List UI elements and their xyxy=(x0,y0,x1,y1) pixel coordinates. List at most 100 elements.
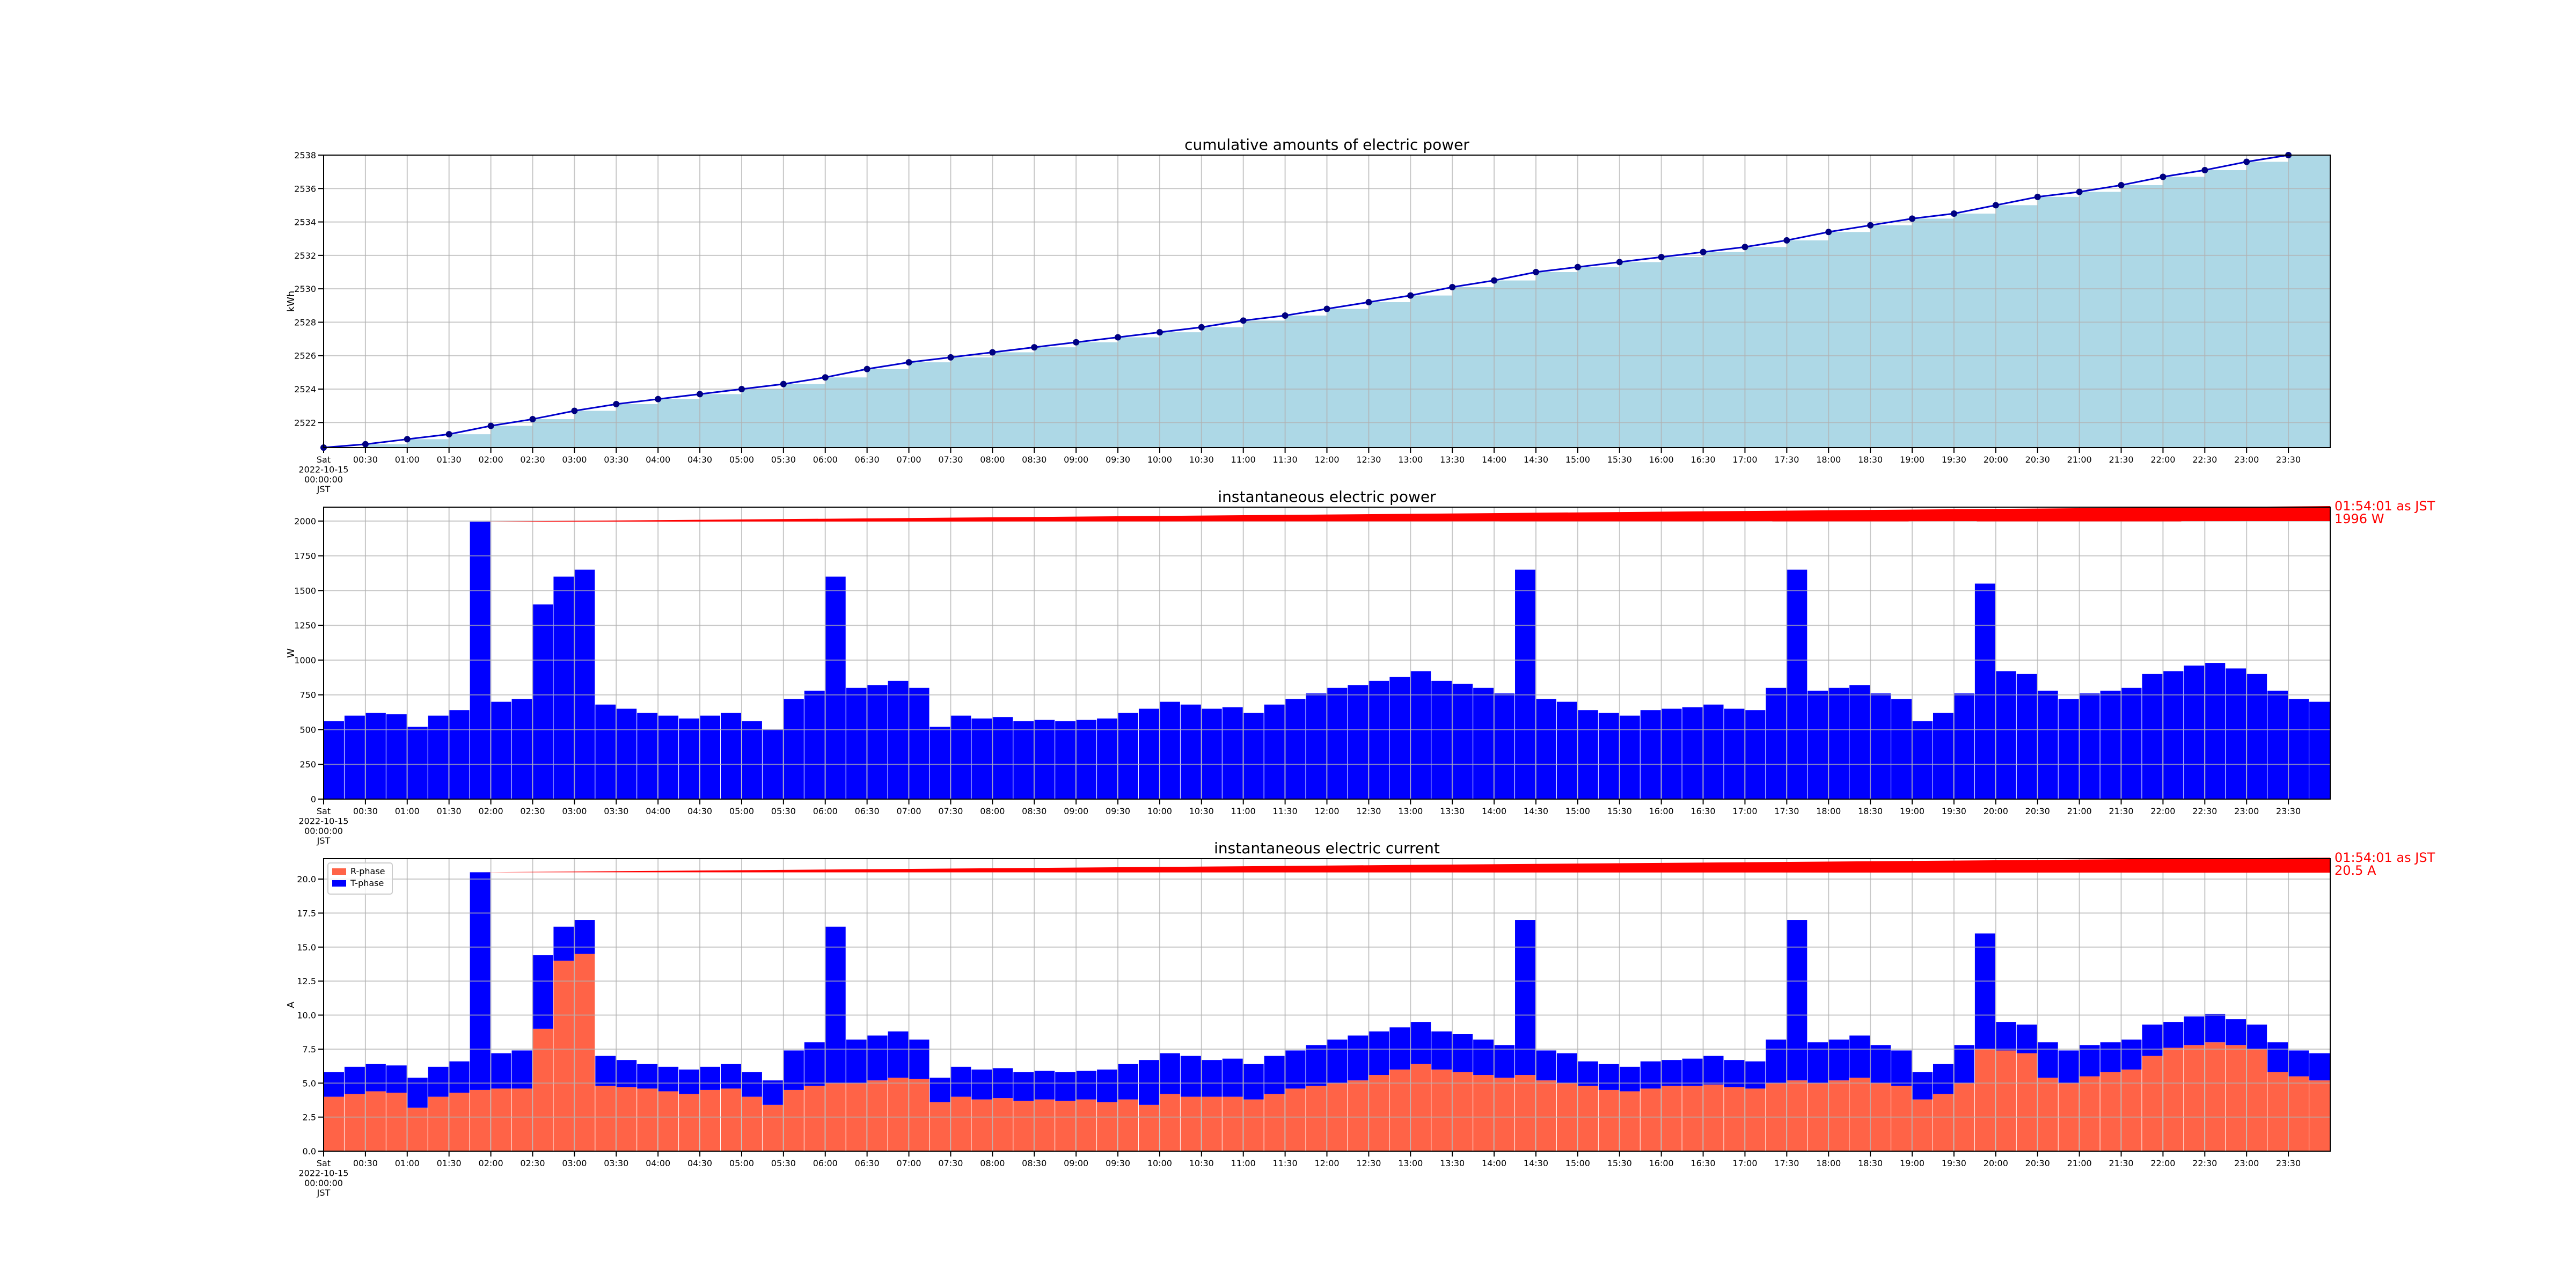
x-tick-label: 06:30 xyxy=(855,455,880,465)
point xyxy=(2201,167,2208,174)
bar-segment xyxy=(1348,1080,1368,1151)
bar-segment xyxy=(511,1088,532,1151)
bar-segment xyxy=(1138,1060,1159,1105)
x-tick-label: 16:00 xyxy=(1649,1158,1674,1168)
y-tick-label: 12.5 xyxy=(297,976,316,986)
point xyxy=(2076,188,2083,195)
x-tick-label: 13:30 xyxy=(1440,1158,1465,1168)
x-tick-label: 17:00 xyxy=(1732,1158,1757,1168)
x-tick-label: 01:30 xyxy=(437,455,462,465)
bar xyxy=(1598,713,1619,799)
bar-segment xyxy=(1974,1049,1995,1151)
x-tick-label: 22:30 xyxy=(2192,455,2217,465)
bar-segment xyxy=(2100,1072,2121,1151)
bar-segment xyxy=(511,1050,532,1089)
bar xyxy=(741,721,762,799)
x-tick-label: 09:00 xyxy=(1064,1158,1088,1168)
bar xyxy=(1828,687,1849,799)
bar-segment xyxy=(1953,1045,1974,1084)
y-tick-label: 7.5 xyxy=(303,1044,316,1055)
bar xyxy=(1870,693,1891,799)
x-tick-label: 14:00 xyxy=(1482,455,1506,465)
y-tick-label: 0.0 xyxy=(303,1146,316,1157)
bar-segment xyxy=(1661,1060,1682,1086)
bar xyxy=(1180,704,1201,799)
point xyxy=(822,374,829,381)
bar xyxy=(428,715,449,799)
bar xyxy=(1912,721,1933,799)
x-tick-label: 15:30 xyxy=(1607,455,1632,465)
bar xyxy=(992,717,1013,799)
x-tick-label: 08:30 xyxy=(1022,806,1046,816)
bar-segment xyxy=(1933,1064,1953,1094)
bar xyxy=(1724,708,1745,799)
point xyxy=(445,431,452,438)
bar xyxy=(344,715,365,799)
bar xyxy=(825,576,846,799)
bar-segment xyxy=(2246,1049,2267,1151)
bar xyxy=(1494,693,1515,799)
x-tick-label: 07:30 xyxy=(938,455,963,465)
x-tick-label: 10:00 xyxy=(1147,455,1172,465)
annotation-text: 01:54:01 as JST xyxy=(2334,850,2435,865)
x-tick-label: 13:00 xyxy=(1398,455,1423,465)
bar-segment xyxy=(2184,1016,2205,1045)
y-tick-label: 1750 xyxy=(294,551,316,561)
bar-segment xyxy=(679,1069,700,1094)
y-tick-label: 10.0 xyxy=(297,1011,316,1021)
x-tick-label: 08:00 xyxy=(980,455,1005,465)
x-tick-label: 13:30 xyxy=(1440,455,1465,465)
bar-segment xyxy=(1661,1086,1682,1151)
bar xyxy=(1745,710,1766,799)
bar-segment xyxy=(407,1107,428,1151)
bar xyxy=(1034,720,1055,799)
bar-segment xyxy=(1118,1099,1138,1151)
bar xyxy=(1159,701,1180,799)
y-tick-label: 1000 xyxy=(294,655,316,665)
x-tick-label: 21:00 xyxy=(2067,1158,2092,1168)
bar-segment xyxy=(1745,1088,1766,1151)
point xyxy=(738,386,745,392)
bar-segment xyxy=(1097,1069,1118,1102)
bar-segment xyxy=(449,1093,470,1151)
bar xyxy=(1891,699,1912,799)
bar-segment xyxy=(1598,1089,1619,1151)
bar-segment xyxy=(1703,1084,1724,1151)
bar-segment xyxy=(950,1096,971,1151)
bar-segment xyxy=(344,1066,365,1094)
x-tick-label: 12:00 xyxy=(1314,455,1339,465)
x-tick-label: 15:00 xyxy=(1565,806,1590,816)
bar xyxy=(1368,680,1389,799)
bar xyxy=(324,721,344,799)
bar xyxy=(1013,721,1034,799)
bar-segment xyxy=(1912,1099,1933,1151)
x-tick-label: 04:00 xyxy=(646,1158,670,1168)
legend-swatch xyxy=(332,880,346,887)
chart-title: instantaneous electric power xyxy=(1218,488,1436,506)
bar xyxy=(1974,583,1995,799)
x-tick-label: 07:00 xyxy=(896,806,921,816)
bar-segment xyxy=(2037,1078,2058,1151)
bar-segment xyxy=(2184,1045,2205,1151)
x-tick-label: 18:30 xyxy=(1858,806,1883,816)
x-tick-label: 12:00 xyxy=(1314,1158,1339,1168)
bar-segment xyxy=(700,1089,721,1151)
x-tick-label: 12:30 xyxy=(1356,806,1381,816)
bar-segment xyxy=(1118,1064,1138,1100)
x-tick-label: 07:30 xyxy=(938,1158,963,1168)
bar-segment xyxy=(2016,1053,2037,1151)
bar-segment xyxy=(2079,1076,2100,1151)
bar-segment xyxy=(950,1066,971,1097)
bar-segment xyxy=(2121,1069,2142,1151)
x-tick-label: 22:00 xyxy=(2150,806,2175,816)
point xyxy=(1073,339,1080,346)
x-tick-label: 12:30 xyxy=(1356,1158,1381,1168)
bar xyxy=(2079,693,2100,799)
bar xyxy=(1535,699,1556,799)
y-tick-label: 20.0 xyxy=(297,874,316,884)
x-tick-label: 10:30 xyxy=(1189,455,1214,465)
bar-segment xyxy=(1891,1050,1912,1086)
bar-segment xyxy=(1724,1087,1745,1151)
x-tick-label: Sat 2022-10-15 00:00:00 JST xyxy=(299,455,349,494)
